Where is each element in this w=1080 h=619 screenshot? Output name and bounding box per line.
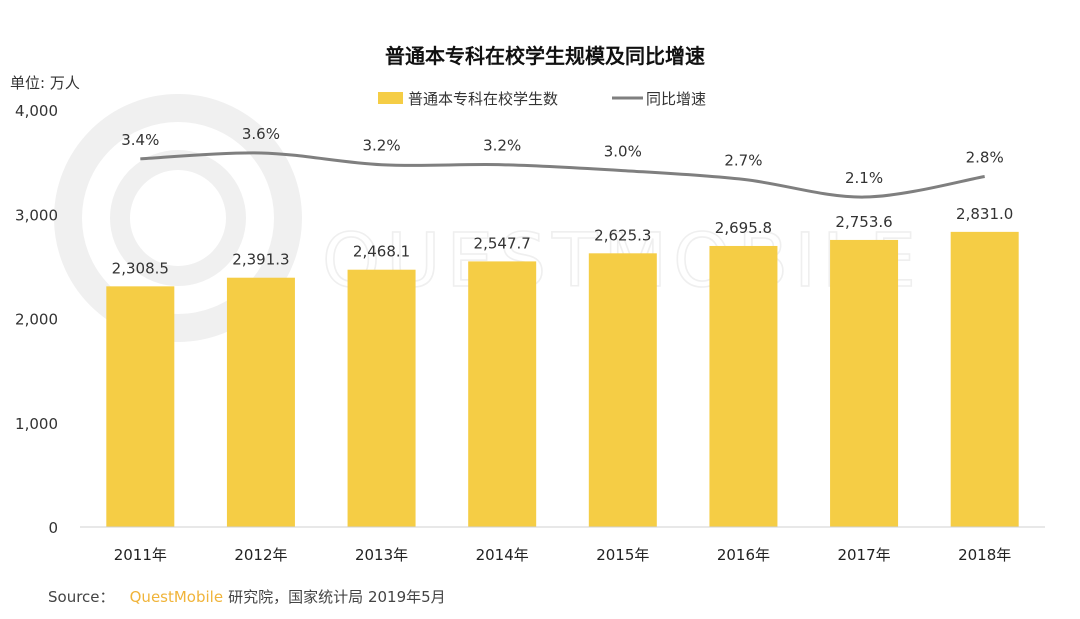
bar-value-labels: 2,308.5 2,391.3 2,468.1 2,547.7 2,625.3 2,695… xyxy=(112,205,1014,277)
x-axis-ticks: 2011年 2012年 2013年 2014年 2015年 2016年 2017年 2018年 xyxy=(114,546,1012,564)
x-tick-label: 2018年 xyxy=(958,546,1011,564)
x-tick-label: 2012年 xyxy=(234,546,287,564)
bar xyxy=(588,253,657,527)
y-tick-label: 3,000 xyxy=(15,206,58,224)
bar-value-label: 2,625.3 xyxy=(594,226,651,244)
x-tick-label: 2011年 xyxy=(114,546,167,564)
y-tick-label: 1,000 xyxy=(15,415,58,433)
bar xyxy=(226,277,295,527)
growth-rate-labels: 3.4% 3.6% 3.2% 3.2% 3.0% 2.7% 2.1% 2.8% xyxy=(121,125,1003,187)
x-tick-label: 2017年 xyxy=(837,546,890,564)
x-tick-label: 2013年 xyxy=(355,546,408,564)
growth-rate-label: 3.0% xyxy=(604,143,642,161)
legend-label-line: 同比增速 xyxy=(646,90,706,108)
y-tick-label: 4,000 xyxy=(15,102,58,120)
growth-rate-label: 3.2% xyxy=(363,137,401,155)
growth-rate-label: 2.1% xyxy=(845,169,883,187)
bar-value-label: 2,695.8 xyxy=(715,219,772,237)
y-tick-label: 0 xyxy=(48,519,58,537)
x-tick-label: 2014年 xyxy=(476,546,529,564)
bar xyxy=(950,231,1019,527)
source-note: Source： QuestMobile 研究院，国家统计局 2019年5月 xyxy=(48,587,446,606)
growth-rate-label: 3.2% xyxy=(483,137,521,155)
bar-value-label: 2,547.7 xyxy=(474,234,531,252)
chart-title: 普通本专科在校学生规模及同比增速 xyxy=(385,44,705,68)
growth-rate-label: 2.7% xyxy=(724,151,762,169)
bar-series xyxy=(106,231,1019,528)
growth-rate-label: 2.8% xyxy=(966,148,1004,166)
unit-label: 单位: 万人 xyxy=(10,74,80,92)
bar xyxy=(347,269,416,527)
growth-rate-label: 3.6% xyxy=(242,125,280,143)
growth-rate-line xyxy=(140,151,985,199)
bar-value-label: 2,391.3 xyxy=(232,251,289,269)
legend: 普通本专科在校学生数 同比增速 xyxy=(378,90,706,108)
legend-label-bars: 普通本专科在校学生数 xyxy=(408,90,558,108)
bar xyxy=(106,286,175,527)
source-brand: QuestMobile xyxy=(130,588,223,606)
source-label: Source： xyxy=(48,588,115,606)
bar-value-label: 2,831.0 xyxy=(956,205,1013,223)
bar-value-label: 2,308.5 xyxy=(112,259,169,277)
bar xyxy=(468,261,537,527)
y-axis-ticks: 0 1,000 2,000 3,000 4,000 xyxy=(15,102,58,537)
x-tick-label: 2015年 xyxy=(596,546,649,564)
bar xyxy=(830,239,899,527)
bar-value-label: 2,468.1 xyxy=(353,243,410,261)
bar-value-label: 2,753.6 xyxy=(835,213,892,231)
growth-rate-label: 3.4% xyxy=(121,131,159,149)
x-tick-label: 2016年 xyxy=(717,546,770,564)
y-tick-label: 2,000 xyxy=(15,311,58,329)
source-rest: 研究院，国家统计局 2019年5月 xyxy=(228,588,446,606)
bar xyxy=(709,245,778,528)
watermark-ring-inner xyxy=(110,150,246,286)
legend-swatch-bars xyxy=(378,92,403,104)
watermark-ring-outer xyxy=(54,94,302,342)
